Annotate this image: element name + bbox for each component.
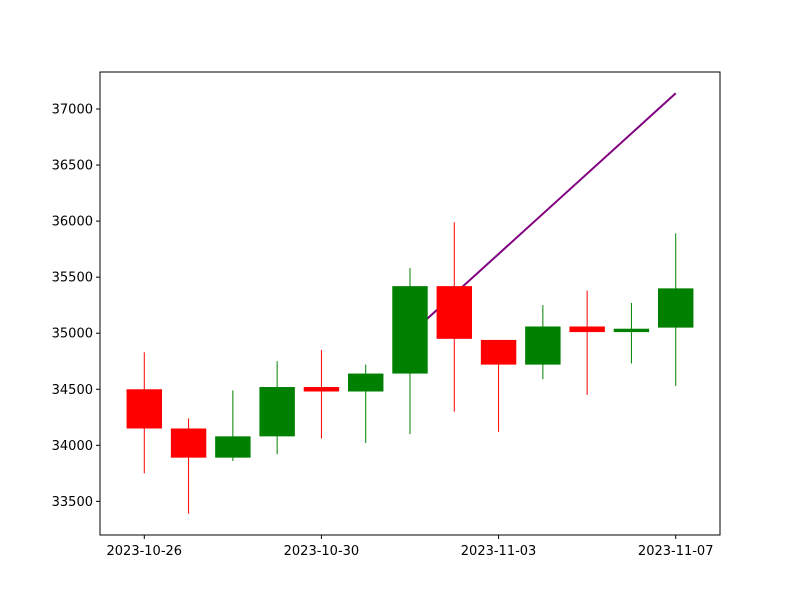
x-tick-label: 2023-10-30 [284,544,360,559]
candle-2023-11-06 [613,302,650,364]
candle-body [303,387,340,392]
y-tick-label: 37000 [52,102,93,117]
candle-2023-11-03 [480,339,517,432]
x-tick-label: 2023-11-03 [461,544,537,559]
y-tick-label: 35000 [52,327,93,342]
candle-2023-11-05 [569,290,605,395]
candle-body [658,288,694,328]
y-tick-label: 34000 [52,439,93,454]
candle-body [525,326,561,365]
candle-2023-10-31 [348,364,384,444]
candle-body [170,428,207,458]
candle-body [348,373,384,392]
candle-2023-10-30 [303,350,340,439]
axes-layer: 33500 34000 34500 35000 35500 36000 36500 37000… [52,71,721,559]
candle-body [569,326,605,333]
candle-body [259,387,295,437]
candle-2023-11-07 [658,233,694,386]
x-tick-label: 2023-10-26 [107,544,183,559]
y-tick-label: 33500 [52,495,93,510]
y-tick-label: 34500 [52,383,93,398]
candle-2023-11-01 [392,268,428,435]
plot-frame [99,71,721,536]
candle-2023-10-27 [170,418,207,514]
candle-2023-11-02 [436,222,472,412]
candle-2023-10-29 [259,361,295,455]
candle-body [480,339,517,365]
y-tick-label: 35500 [52,271,93,286]
candle-2023-10-26 [126,352,162,474]
candle-body [392,286,428,374]
candle-body [436,286,472,339]
y-tick-label: 36000 [52,215,93,230]
candle-2023-11-04 [525,305,561,380]
candle-2023-10-28 [215,390,251,462]
candle-body [126,389,162,429]
candle-body [613,328,650,333]
candle-body [215,436,251,458]
candles-layer [126,222,694,514]
x-tick-label: 2023-11-07 [638,544,714,559]
y-tick-label: 36500 [52,159,93,174]
